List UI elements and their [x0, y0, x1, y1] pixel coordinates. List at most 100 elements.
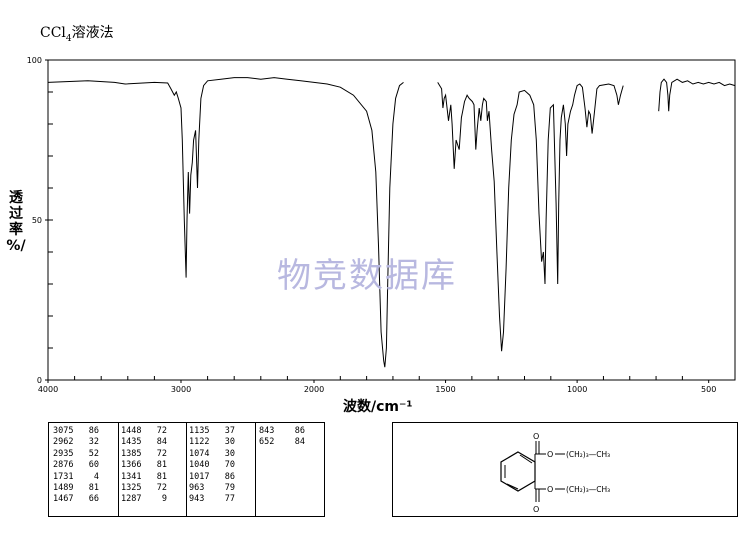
peak-transmittance: 72 — [156, 448, 167, 459]
peak-transmittance: 81 — [156, 460, 167, 471]
structure-drawing: O O (CH₂)₃—CH₃ O O (CH₂)₃—CH₃ — [500, 432, 610, 514]
peak-row: 1731 4 — [53, 472, 99, 483]
peak-column: 3075 86 2962 32 2935 52 2876 60 1731 4 1489 81 1467 6… — [53, 426, 99, 506]
peak-transmittance: 81 — [156, 471, 167, 482]
peak-row: 1435 84 — [121, 437, 167, 448]
peak-wavenumber: 843 — [259, 426, 275, 436]
y-tick-label: 50 — [32, 216, 42, 225]
peak-wavenumber: 1017 — [189, 471, 210, 482]
chain-top: (CH₂)₃—CH₃ — [566, 450, 610, 459]
peak-row: 1385 72 — [121, 449, 167, 460]
peak-row: 1040 70 — [189, 460, 235, 471]
peak-table: 3075 86 2962 32 2935 52 2876 60 1731 4 1489 81 1467 6… — [48, 422, 325, 517]
peak-wavenumber: 2876 — [53, 460, 74, 471]
peak-wavenumber: 1074 — [189, 448, 210, 459]
peak-row: 2962 32 — [53, 437, 99, 448]
axis-ticks — [45, 59, 710, 383]
peak-transmittance: 32 — [88, 437, 99, 448]
spectrum-line — [437, 82, 624, 352]
peak-wavenumber: 1287 — [121, 494, 142, 505]
benzene-ring — [500, 451, 536, 492]
peak-transmittance: 37 — [224, 426, 235, 436]
x-tick-label: 500 — [701, 385, 716, 394]
x-axis-label: 波数/cm⁻¹ — [343, 399, 413, 415]
peak-transmittance: 4 — [93, 471, 99, 482]
x-tick-label: 1500 — [435, 385, 455, 394]
peak-transmittance: 52 — [88, 448, 99, 459]
peak-wavenumber: 943 — [189, 494, 205, 505]
peak-wavenumber: 1122 — [189, 437, 210, 448]
peak-row: 1467 66 — [53, 494, 99, 505]
peak-transmittance: 30 — [224, 448, 235, 459]
peak-wavenumber: 1341 — [121, 471, 142, 482]
peak-row: 1325 72 — [121, 483, 167, 494]
peak-row: 1135 37 — [189, 426, 235, 437]
peak-column: 843 86 652 84 — [259, 426, 305, 449]
watermark: 物竞数据库 — [277, 256, 457, 296]
peak-wavenumber: 1325 — [121, 483, 142, 494]
peak-row: 652 84 — [259, 437, 305, 448]
x-tick-label: 1000 — [567, 385, 587, 394]
peak-transmittance: 77 — [224, 494, 235, 505]
peak-transmittance: 86 — [294, 426, 305, 436]
peak-transmittance: 60 — [88, 460, 99, 471]
peak-row: 963 79 — [189, 483, 235, 494]
x-tick-label: 3000 — [171, 385, 191, 394]
peak-row: 943 77 — [189, 494, 235, 505]
peak-wavenumber: 1435 — [121, 437, 142, 448]
x-tick-labels: 4000 3000 2000 1500 1000 500 — [38, 385, 717, 394]
peak-wavenumber: 1385 — [121, 448, 142, 459]
peak-wavenumber: 1467 — [53, 494, 74, 505]
chart-title: CCl4溶液法 — [40, 25, 114, 44]
peak-transmittance: 9 — [161, 494, 167, 505]
peak-row: 3075 86 — [53, 426, 99, 437]
peak-wavenumber: 1040 — [189, 460, 210, 471]
peak-transmittance: 72 — [156, 483, 167, 494]
peak-transmittance: 66 — [88, 494, 99, 505]
peak-row: 1287 9 — [121, 494, 167, 505]
peak-wavenumber: 1366 — [121, 460, 142, 471]
peak-transmittance: 70 — [224, 460, 235, 471]
peak-column: 1135 37 1122 30 1074 30 1040 70 1017 86 963 79 943 77 — [189, 426, 235, 506]
ir-spectrum-chart: 0 50 100 4000 3000 2000 1500 1000 500 — [27, 56, 736, 394]
peak-row: 1341 81 — [121, 472, 167, 483]
peak-wavenumber: 1135 — [189, 426, 210, 436]
x-tick-label: 4000 — [38, 385, 58, 394]
y-axis-label: 透 过 率 %/ — [6, 190, 26, 254]
peak-row: 843 86 — [259, 426, 305, 437]
peak-transmittance: 84 — [156, 437, 167, 448]
spectrum-series — [47, 77, 736, 368]
carbonyl-o-top: O — [533, 432, 539, 441]
peak-row: 2876 60 — [53, 460, 99, 471]
peak-row: 1122 30 — [189, 437, 235, 448]
peak-wavenumber: 2962 — [53, 437, 74, 448]
peak-wavenumber: 3075 — [53, 426, 74, 436]
peak-row: 1489 81 — [53, 483, 99, 494]
peak-row: 1448 72 — [121, 426, 167, 437]
peak-row: 1366 81 — [121, 460, 167, 471]
x-tick-label: 2000 — [304, 385, 324, 394]
y-tick-labels: 0 50 100 — [27, 56, 42, 385]
peak-wavenumber: 1731 — [53, 471, 74, 482]
table-column-divider — [186, 423, 187, 516]
molecular-structure: O O (CH₂)₃—CH₃ O O (CH₂)₃—CH₃ — [392, 422, 738, 517]
peak-column: 1448 72 1435 84 1385 72 1366 81 1341 81 1325 72 1287… — [121, 426, 167, 506]
table-column-divider — [255, 423, 256, 516]
peak-wavenumber: 2935 — [53, 448, 74, 459]
peak-row: 1074 30 — [189, 449, 235, 460]
peak-transmittance: 86 — [88, 426, 99, 436]
ester-o-top: O — [547, 450, 553, 459]
peak-wavenumber: 963 — [189, 483, 205, 494]
peak-transmittance: 86 — [224, 471, 235, 482]
ester-o-bottom: O — [547, 485, 553, 494]
peak-row: 1017 86 — [189, 472, 235, 483]
spectrum-line — [47, 77, 404, 368]
peak-wavenumber: 652 — [259, 437, 275, 448]
spectrum-line — [658, 78, 736, 112]
table-column-divider — [118, 423, 119, 516]
carbonyl-o-bottom: O — [533, 505, 539, 514]
peak-transmittance: 81 — [88, 483, 99, 494]
peak-transmittance: 30 — [224, 437, 235, 448]
peak-transmittance: 72 — [156, 426, 167, 436]
peak-wavenumber: 1489 — [53, 483, 74, 494]
